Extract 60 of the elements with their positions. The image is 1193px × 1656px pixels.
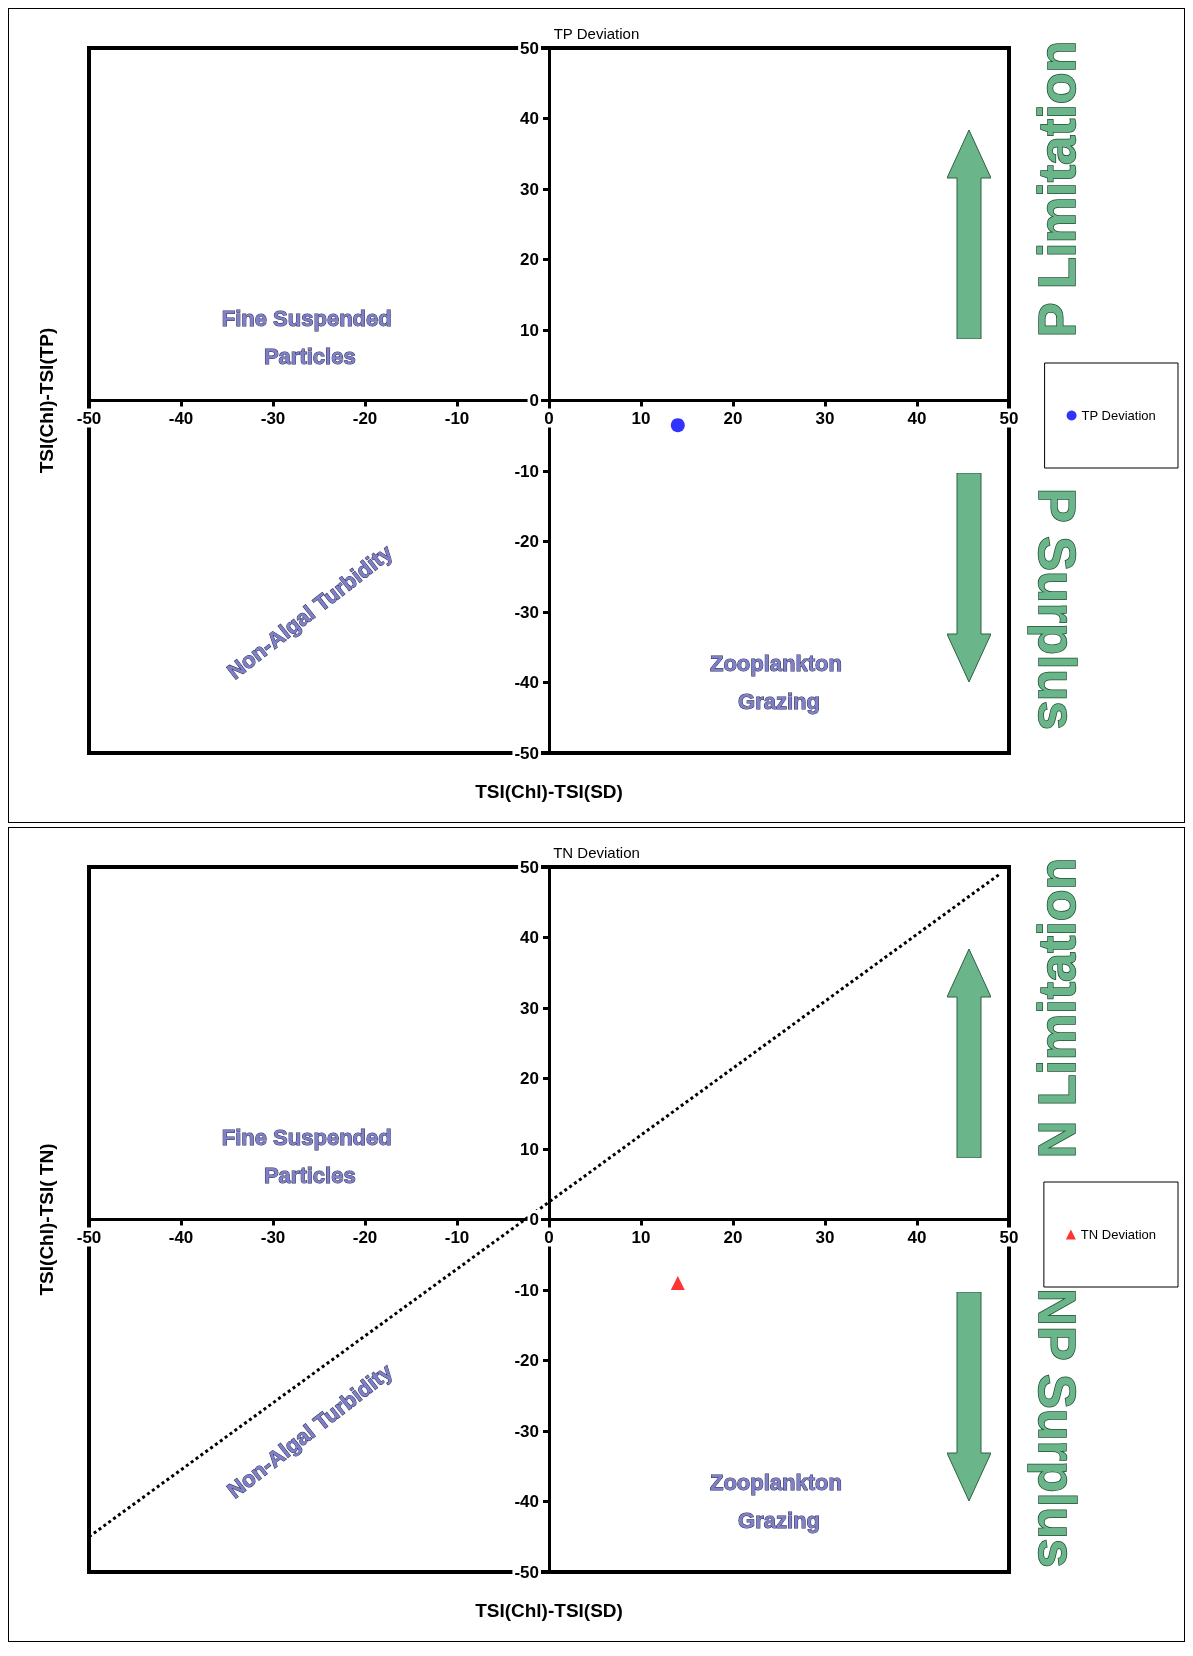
x-tick-label: 40 (907, 1227, 927, 1247)
x-tick-label: 30 (815, 408, 835, 428)
x-tick-label: -30 (260, 1227, 286, 1247)
annotation: Fine Suspended Particles (221, 305, 398, 369)
x-tick-label: 0 (544, 408, 554, 428)
legend-label: TP Deviation (1081, 408, 1156, 423)
y-tick-label: 20 (520, 250, 539, 269)
x-tick-label: -40 (168, 408, 194, 428)
text: NP Surplus (1028, 1288, 1086, 1568)
y-tick-label: 0 (529, 1210, 539, 1229)
y-tick-label: 20 (520, 1069, 539, 1088)
text: P Limitation (1028, 40, 1086, 338)
y-tick-label: -10 (514, 461, 539, 481)
text: N Limitation (1028, 857, 1086, 1159)
x-tick-label: -30 (260, 408, 286, 428)
y-tick-label: 10 (520, 1139, 539, 1159)
y-tick-label: -20 (514, 1351, 539, 1370)
x-tick-label: -10 (444, 1227, 470, 1247)
x-tick-label: 20 (723, 1227, 743, 1247)
chart-title: TP Deviation (553, 25, 640, 42)
y-tick-label: -40 (514, 673, 539, 692)
y-tick-label: 50 (520, 38, 539, 58)
x-tick-label: -10 (444, 408, 470, 428)
y-tick-label: -50 (514, 743, 539, 763)
x-tick-label: 50 (999, 408, 1019, 428)
x-tick-label: -50 (76, 408, 102, 428)
y-tick-label: -30 (514, 1421, 539, 1441)
x-tick-label: 50 (999, 1227, 1019, 1247)
y-axis-title: TSI(Chl)-TSI(TP) (35, 327, 57, 474)
legend-label: TN Deviation (1080, 1227, 1156, 1242)
y-tick-label: 30 (520, 179, 539, 199)
x-tick-label: -20 (352, 408, 378, 428)
x-tick-label: -50 (76, 1227, 102, 1247)
chart-title: TN Deviation (553, 844, 640, 861)
x-tick-label: 30 (815, 1227, 835, 1247)
y-tick-label: -20 (514, 532, 539, 551)
annotation: Zooplankton Grazing (709, 1470, 849, 1533)
x-axis-title: TSI(Chl)-TSI(SD) (475, 780, 623, 802)
y-axis-title: TSI(Chl)-TSI( TN) (35, 1143, 57, 1296)
y-tick-label: -10 (514, 1280, 539, 1300)
x-tick-label: -40 (168, 1227, 194, 1247)
annotation: Zooplankton Grazing (709, 651, 849, 714)
x-tick-label: 0 (544, 1227, 554, 1247)
x-tick-label: 40 (907, 408, 927, 428)
y-tick-label: 0 (529, 391, 539, 410)
x-axis-title: TSI(Chl)-TSI(SD) (475, 1599, 623, 1621)
y-tick-label: 40 (520, 109, 539, 128)
x-tick-label: -20 (352, 1227, 378, 1247)
y-tick-label: -40 (514, 1492, 539, 1511)
y-tick-label: 10 (520, 320, 539, 340)
text: P Surplus (1028, 488, 1086, 730)
y-tick-label: 40 (520, 928, 539, 947)
x-tick-label: 10 (631, 408, 651, 428)
annotation: Fine Suspended Particles (221, 1124, 398, 1188)
y-tick-label: 30 (520, 998, 539, 1018)
y-tick-label: 50 (520, 857, 539, 877)
y-tick-label: -30 (514, 602, 539, 622)
x-tick-label: 10 (631, 1227, 651, 1247)
x-tick-label: 20 (723, 408, 743, 428)
y-tick-label: -50 (514, 1562, 539, 1582)
